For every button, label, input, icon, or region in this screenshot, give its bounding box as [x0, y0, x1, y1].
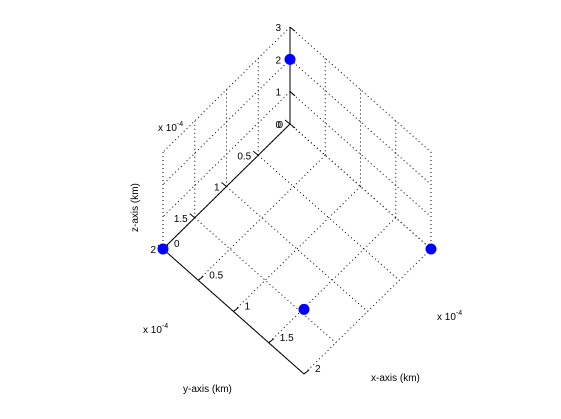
y-tick-mark: [252, 150, 259, 156]
floor-grid-line: [197, 154, 326, 281]
y-tick-mark: [189, 213, 196, 219]
z-axis-label: z-axis (km): [130, 183, 141, 232]
x-tick-label: 1.5: [280, 333, 294, 344]
data-point: [284, 53, 296, 65]
x-axis-label: x-axis (km): [371, 373, 420, 384]
z-tick-label: 3: [275, 23, 281, 34]
z-tick-mark: [289, 91, 296, 97]
z-tick-label: 1: [275, 88, 281, 99]
x-tick-mark: [303, 369, 310, 375]
data-point: [298, 303, 310, 315]
x-tick-label: 0: [174, 239, 180, 250]
floor-grid-line: [226, 186, 368, 312]
data-points: [157, 53, 437, 315]
z-tick-label: 2: [275, 55, 281, 66]
wall-grid-line: [162, 26, 291, 153]
z-tick-label: 0: [275, 120, 281, 131]
z-tick-mark: [289, 123, 296, 129]
data-point: [157, 243, 169, 255]
x-tick-label: 0.5: [209, 270, 223, 281]
y-tick-label: 1.5: [174, 214, 188, 225]
y-axis-label: y-axis (km): [183, 384, 232, 395]
axis-labels: x-axis (km) y-axis (km) z-axis (km) x 10…: [130, 121, 462, 395]
z-tick-mark: [289, 26, 296, 32]
axes: [162, 27, 305, 375]
z-exponent-label: x 10-4: [158, 121, 183, 134]
x-tick-mark: [233, 307, 239, 312]
data-point: [425, 243, 437, 255]
x-exponent-label: x 10-4: [437, 310, 462, 323]
wall-grid-line: [162, 59, 291, 185]
y-exponent-label: x 10-4: [143, 323, 168, 336]
y-tick-label: 1: [214, 183, 220, 194]
wall-grid-line: [162, 91, 291, 218]
y-tick-label: 0: [277, 120, 283, 131]
y-tick-label: 2: [150, 245, 156, 256]
x-tick-label: 1: [245, 302, 251, 313]
y-tick-mark: [221, 182, 227, 187]
x-tick-mark: [268, 338, 275, 344]
grid-lines: [162, 26, 432, 375]
x-tick-label: 2: [315, 364, 321, 375]
floor-grid-line: [233, 186, 361, 312]
floor-grid-line: [303, 248, 432, 375]
y-tick-label: 0.5: [237, 151, 251, 162]
y-tick-mark: [284, 119, 291, 125]
floor-grid-line: [268, 217, 397, 344]
x-tick-mark: [197, 275, 204, 281]
